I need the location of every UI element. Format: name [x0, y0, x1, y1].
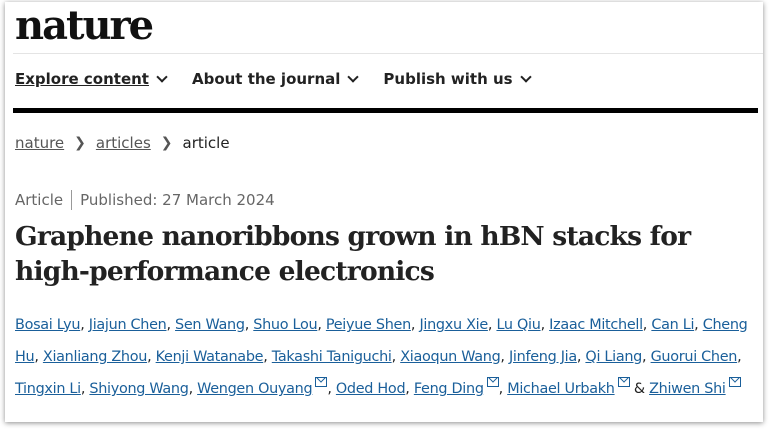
nav-explore-content[interactable]: Explore content [15, 70, 168, 88]
author-link[interactable]: Jinfeng Jia [508, 349, 577, 365]
nav-about-journal[interactable]: About the journal [191, 70, 360, 88]
nav-publish-with-us[interactable]: Publish with us [383, 70, 532, 88]
author-link[interactable]: Oded Hod [335, 381, 406, 397]
author-separator: , [642, 317, 652, 333]
email-icon[interactable] [617, 377, 630, 387]
author-separator: , [263, 349, 272, 365]
author-separator: , [487, 317, 497, 333]
author-link[interactable]: Can Li [651, 317, 695, 333]
author-separator: , [576, 349, 586, 365]
author-link[interactable]: Xiaoqun Wang [400, 349, 501, 365]
published-date: Published: 27 March 2024 [80, 191, 275, 209]
breadcrumb-articles[interactable]: articles [95, 134, 151, 152]
author-link[interactable]: Sen Wang [175, 317, 245, 333]
author-list: Bosai Lyu, Jiajun Chen, Sen Wang, Shuo L… [15, 309, 760, 405]
author-separator: , [327, 381, 336, 397]
main-nav: Explore content About the journal Publis… [15, 70, 532, 88]
author-separator: , [317, 317, 326, 333]
nav-label: About the journal [191, 70, 341, 88]
author-link[interactable]: Qi Liang [585, 349, 643, 365]
author-separator: , [34, 349, 43, 365]
separator [71, 190, 73, 210]
author-link[interactable]: Cheng Hu [15, 317, 748, 365]
article-meta: Article Published: 27 March 2024 [15, 190, 275, 210]
article-title: Graphene nanoribbons grown in hBN stacks… [15, 221, 691, 287]
author-separator: , [410, 317, 420, 333]
author-separator: , [694, 317, 703, 333]
email-icon[interactable] [315, 377, 328, 387]
nav-divider [13, 108, 758, 113]
author-separator: & [629, 381, 650, 397]
chevron-right-icon: ❯ [74, 135, 86, 151]
breadcrumb-current: article [182, 134, 230, 152]
author-link[interactable]: Lu Qiu [496, 317, 541, 333]
nature-logo[interactable]: nature [15, 2, 154, 49]
nav-label: Explore content [15, 70, 149, 88]
author-separator: , [498, 381, 508, 397]
breadcrumb: nature ❯ articles ❯ article [15, 134, 230, 152]
author-separator: , [405, 381, 414, 397]
author-link[interactable]: Michael Urbakh [507, 381, 615, 397]
author-separator: , [80, 381, 90, 397]
email-icon[interactable] [728, 377, 741, 387]
author-link[interactable]: Takashi Taniguchi [271, 349, 392, 365]
breadcrumb-nature[interactable]: nature [15, 134, 65, 152]
author-link[interactable]: Zhiwen Shi [649, 381, 726, 397]
author-separator: , [500, 349, 509, 365]
author-link[interactable]: Shuo Lou [253, 317, 318, 333]
nav-label: Publish with us [383, 70, 513, 88]
author-link[interactable]: Jiajun Chen [88, 317, 167, 333]
divider [13, 53, 763, 54]
email-icon[interactable] [486, 377, 499, 387]
author-link[interactable]: Kenji Watanabe [155, 349, 264, 365]
chevron-down-icon [347, 71, 360, 83]
chevron-down-icon [519, 71, 532, 83]
author-separator: , [737, 349, 742, 365]
author-link[interactable]: Feng Ding [413, 381, 484, 397]
author-separator: , [391, 349, 401, 365]
author-link[interactable]: Xianliang Zhou [42, 349, 148, 365]
author-link[interactable]: Izaac Mitchell [549, 317, 643, 333]
author-link[interactable]: Peiyue Shen [325, 317, 411, 333]
author-link[interactable]: Wengen Ouyang [197, 381, 313, 397]
article-page: nature Explore content About the journal… [5, 2, 763, 422]
author-separator: , [188, 381, 198, 397]
author-link[interactable]: Shiyong Wang [89, 381, 189, 397]
author-separator: , [244, 317, 254, 333]
author-separator: , [147, 349, 156, 365]
author-link[interactable]: Guorui Chen [650, 349, 738, 365]
author-link[interactable]: Bosai Lyu [15, 317, 81, 333]
author-separator: , [540, 317, 550, 333]
author-separator: , [642, 349, 651, 365]
author-link[interactable]: Jingxu Xie [419, 317, 488, 333]
author-link[interactable]: Tingxin Li [15, 381, 81, 397]
chevron-down-icon [156, 71, 168, 83]
article-type: Article [15, 191, 64, 209]
author-separator: , [166, 317, 176, 333]
chevron-right-icon: ❯ [160, 135, 173, 151]
author-separator: , [80, 317, 89, 333]
